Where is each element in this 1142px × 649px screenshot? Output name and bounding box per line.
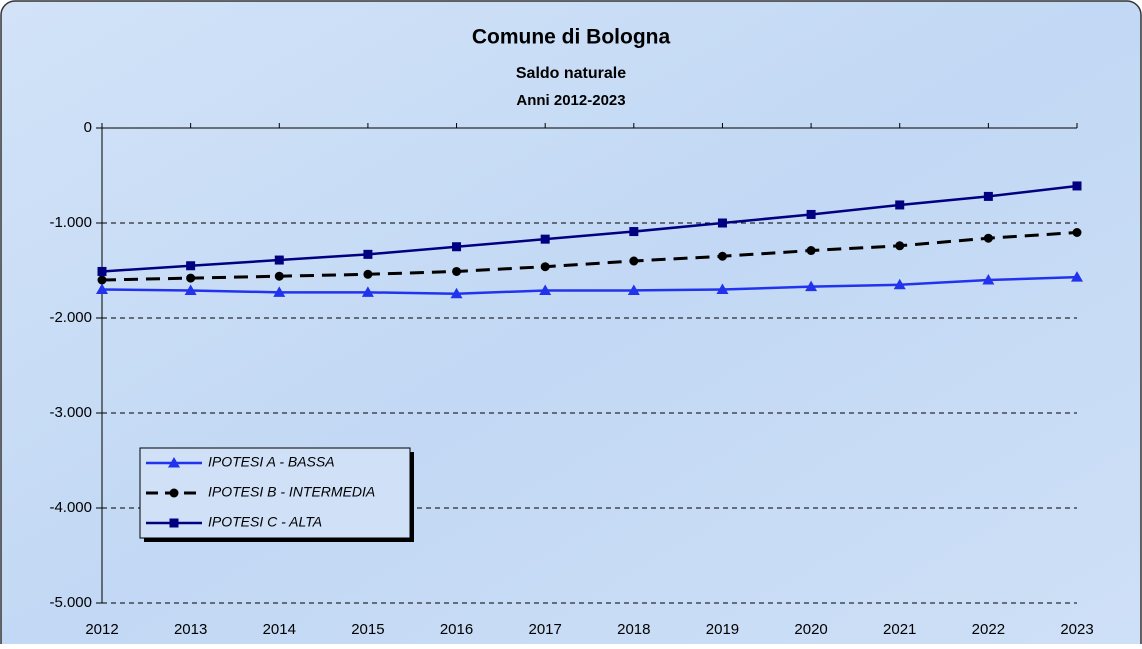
marker [717,251,727,261]
legend-label: IPOTESI C - ALTA [208,514,322,530]
marker [895,200,905,210]
x-tick-label: 2015 [351,621,384,638]
x-tick-label: 2017 [528,621,561,638]
series-line [101,275,1078,296]
marker [184,284,197,295]
marker [539,284,552,295]
x-tick-label: 2021 [883,621,916,638]
marker [273,286,286,297]
marker [895,241,905,251]
marker [186,273,196,283]
legend-label: IPOTESI A - BASSA [208,454,335,470]
x-tick-label: 2018 [617,621,650,638]
marker [716,283,729,294]
x-tick-label: 2013 [174,621,207,638]
marker [186,261,196,271]
y-tick-label: -1.000 [49,214,92,231]
marker [96,283,108,294]
x-tick-label: 2012 [85,621,118,638]
marker [806,209,816,219]
marker [806,246,816,256]
series-line [101,231,1078,282]
marker [983,191,993,201]
marker [627,284,640,295]
chart-subtitle: Saldo naturale [516,65,626,82]
chart-title: Comune di Bologna [472,26,671,49]
marker [363,249,373,259]
chart-subtitle: Anni 2012-2023 [516,92,625,109]
marker [629,256,639,266]
marker [363,269,373,279]
x-tick-label: 2014 [263,621,296,638]
marker [540,234,550,244]
marker [540,262,550,272]
marker [717,218,727,228]
marker [893,278,906,290]
marker [629,227,639,237]
x-tick-label: 2020 [794,621,827,638]
marker [97,275,107,285]
marker [452,266,462,276]
y-tick-label: 0 [84,119,92,136]
legend-label: IPOTESI B - INTERMEDIA [208,484,375,500]
marker [169,518,179,528]
y-tick-label: -2.000 [49,309,92,326]
marker [97,266,107,276]
marker [452,242,462,252]
x-tick-label: 2016 [440,621,473,638]
marker [450,287,463,299]
marker [1071,271,1083,282]
x-tick-label: 2023 [1060,621,1093,638]
y-tick-label: -5.000 [49,594,92,611]
x-tick-label: 2019 [706,621,739,638]
series-line [101,184,1078,273]
marker [805,280,818,292]
marker [1072,228,1082,237]
marker [168,457,180,468]
marker [1072,181,1082,191]
marker [274,271,284,281]
marker [274,255,284,265]
x-tick-label: 2022 [972,621,1005,638]
y-tick-label: -4.000 [49,499,92,516]
marker [982,274,995,285]
marker [983,233,993,243]
marker [169,488,179,498]
y-tick-label: -3.000 [49,404,92,421]
marker [361,286,374,297]
legend: IPOTESI A - BASSA IPOTESI B - INTERMEDIA I… [139,447,414,542]
